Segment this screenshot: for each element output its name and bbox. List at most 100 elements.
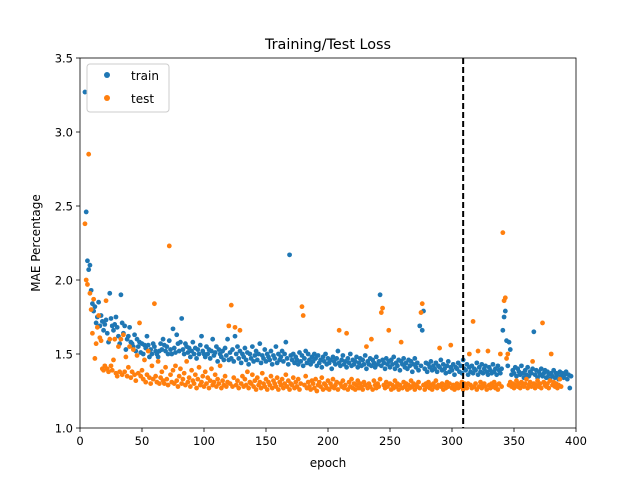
test-point (310, 381, 316, 386)
test-point (264, 387, 270, 392)
test-point (85, 282, 90, 287)
test-point (163, 364, 168, 370)
test-point (320, 387, 326, 392)
test-point (121, 332, 126, 338)
test-point (148, 381, 154, 386)
test-point (557, 376, 563, 382)
test-point (230, 384, 235, 389)
train-point (181, 351, 187, 357)
train-point (424, 369, 430, 375)
test-point (217, 363, 223, 369)
test-point (538, 385, 544, 391)
test-point (142, 357, 147, 363)
chart-title: Training/Test Loss (264, 37, 391, 53)
train-point (179, 316, 185, 321)
test-point (181, 370, 187, 376)
train-point (176, 348, 182, 354)
test-point (475, 348, 481, 354)
train-point (377, 292, 383, 298)
test-point (111, 357, 116, 363)
train-point (373, 354, 379, 360)
train-point (254, 357, 260, 363)
test-point (299, 304, 305, 310)
x-tick-label: 300 (441, 434, 463, 448)
test-point (376, 384, 382, 389)
train-point (294, 357, 300, 363)
train-point (194, 356, 199, 361)
train-point (155, 354, 161, 360)
test-point (215, 376, 221, 382)
train-point (173, 350, 178, 355)
x-tick-label: 50 (135, 434, 150, 448)
train-point (152, 344, 157, 349)
test-point (527, 379, 533, 385)
test-point (334, 379, 340, 385)
test-point (253, 387, 259, 392)
train-point (499, 366, 504, 372)
test-point (378, 310, 384, 315)
train-point (360, 357, 366, 363)
train-point (168, 347, 173, 352)
test-point (122, 369, 128, 375)
test-point (313, 376, 318, 382)
train-point (483, 363, 488, 369)
train-point (166, 338, 172, 344)
y-tick-label: 2.5 (55, 200, 73, 214)
test-point (364, 344, 369, 349)
train-point (311, 351, 317, 357)
test-point (276, 387, 281, 392)
train-point (223, 353, 229, 358)
train-point (160, 336, 166, 342)
points-layer (82, 89, 574, 394)
train-point (187, 354, 193, 360)
train-point (501, 314, 507, 320)
train-point (530, 366, 535, 372)
test-point (195, 376, 201, 382)
legend-test-label: test (131, 92, 154, 106)
series-train (82, 89, 574, 391)
train-point (401, 356, 407, 361)
test-point (83, 277, 89, 283)
train-point (329, 366, 335, 372)
test-point (290, 375, 296, 381)
test-point (537, 381, 543, 386)
train-point (452, 372, 457, 378)
test-point (504, 356, 509, 361)
train-point (174, 332, 180, 338)
test-point (297, 387, 302, 392)
train-point (123, 347, 129, 352)
test-point (360, 387, 366, 392)
test-point (226, 323, 232, 329)
test-point (380, 305, 385, 311)
train-point (323, 351, 328, 357)
train-point (238, 360, 244, 366)
train-point (246, 361, 252, 367)
train-point (418, 363, 424, 369)
test-point (340, 378, 346, 384)
train-point (458, 363, 464, 369)
train-point (479, 361, 485, 367)
train-point (531, 329, 537, 335)
train-point (278, 354, 284, 360)
train-point (362, 353, 368, 358)
train-point (428, 359, 434, 364)
test-point (189, 367, 195, 373)
train-point (495, 363, 501, 369)
train-point (232, 333, 238, 339)
test-point (232, 324, 238, 330)
test-point (161, 381, 167, 386)
train-point (86, 267, 92, 273)
y-tick-label: 2.0 (55, 274, 73, 288)
test-point (101, 367, 106, 373)
train-point (434, 369, 440, 375)
test-point (417, 385, 423, 391)
test-point (192, 372, 198, 378)
train-point (364, 366, 369, 372)
test-point (114, 373, 120, 379)
train-point (395, 363, 400, 369)
test-point (206, 385, 212, 391)
x-tick-label: 200 (317, 434, 339, 448)
test-point (88, 307, 94, 312)
test-point (127, 344, 132, 349)
test-point (194, 385, 199, 391)
